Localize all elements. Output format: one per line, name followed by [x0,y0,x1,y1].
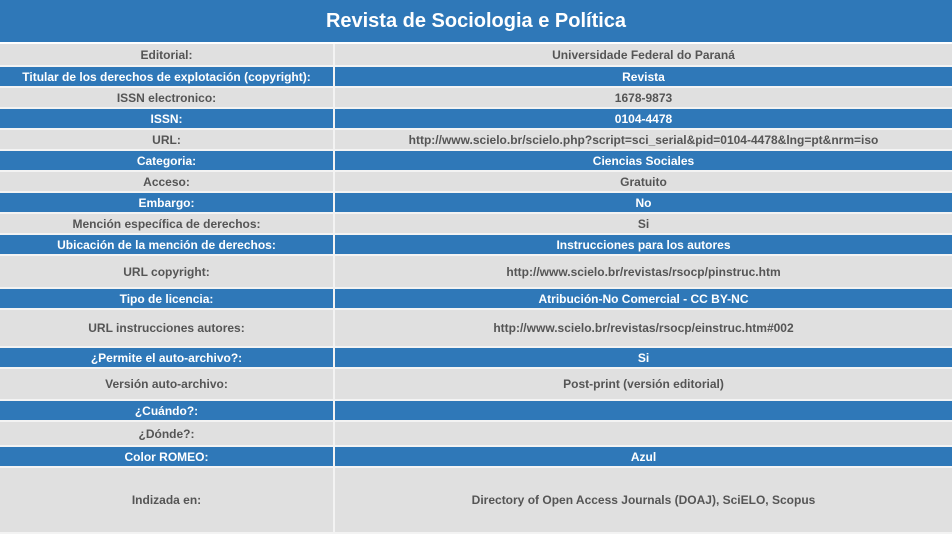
label-url: URL: [0,130,335,149]
page-title: Revista de Sociologia e Política [0,0,952,44]
value-issn-electronic: 1678-9873 [335,88,952,107]
row-self-archiving: ¿Permite el auto-archivo?: Si [0,348,952,369]
row-url: URL: http://www.scielo.br/scielo.php?scr… [0,130,952,151]
label-issn: ISSN: [0,109,335,128]
label-self-archiving: ¿Permite el auto-archivo?: [0,348,335,367]
row-license-type: Tipo de licencia: Atribución-No Comercia… [0,289,952,310]
row-copyright-holder: Titular de los derechos de explotación (… [0,67,952,88]
row-where: ¿Dónde?: [0,422,952,447]
label-when: ¿Cuándo?: [0,401,335,420]
label-rights-location: Ubicación de la mención de derechos: [0,235,335,254]
row-embargo: Embargo: No [0,193,952,214]
label-romeo-color: Color ROMEO: [0,447,335,466]
row-categoria: Categoria: Ciencias Sociales [0,151,952,172]
label-embargo: Embargo: [0,193,335,212]
value-rights-mention: Si [335,214,952,233]
row-editorial: Editorial: Universidade Federal do Paran… [0,44,952,67]
value-url-link[interactable]: http://www.scielo.br/scielo.php?script=s… [335,130,952,149]
label-editorial: Editorial: [0,44,335,65]
row-rights-location: Ubicación de la mención de derechos: Ins… [0,235,952,256]
value-when [335,401,952,420]
label-issn-electronic: ISSN electronico: [0,88,335,107]
value-romeo-color: Azul [335,447,952,466]
label-copyright-holder: Titular de los derechos de explotación (… [0,67,335,86]
value-embargo: No [335,193,952,212]
value-editorial: Universidade Federal do Paraná [335,44,952,65]
value-acceso: Gratuito [335,172,952,191]
label-where: ¿Dónde?: [0,422,335,445]
value-url-copyright-link[interactable]: http://www.scielo.br/revistas/rsocp/pins… [335,256,952,287]
row-rights-mention: Mención específica de derechos: Si [0,214,952,235]
row-indexed-in: Indizada en: Directory of Open Access Jo… [0,468,952,534]
label-rights-mention: Mención específica de derechos: [0,214,335,233]
row-romeo-color: Color ROMEO: Azul [0,447,952,468]
label-indexed-in: Indizada en: [0,468,335,532]
label-archiving-version: Versión auto-archivo: [0,369,335,399]
value-url-author-instructions-link[interactable]: http://www.scielo.br/revistas/rsocp/eins… [335,310,952,346]
row-url-copyright: URL copyright: http://www.scielo.br/revi… [0,256,952,289]
label-acceso: Acceso: [0,172,335,191]
value-license-type: Atribución-No Comercial - CC BY-NC [335,289,952,308]
label-url-copyright: URL copyright: [0,256,335,287]
value-indexed-in: Directory of Open Access Journals (DOAJ)… [335,468,952,532]
value-where [335,422,952,445]
row-url-author-instructions: URL instrucciones autores: http://www.sc… [0,310,952,348]
row-acceso: Acceso: Gratuito [0,172,952,193]
value-copyright-holder: Revista [335,67,952,86]
value-rights-location: Instrucciones para los autores [335,235,952,254]
row-issn: ISSN: 0104-4478 [0,109,952,130]
value-self-archiving: Si [335,348,952,367]
label-categoria: Categoria: [0,151,335,170]
value-categoria: Ciencias Sociales [335,151,952,170]
label-url-author-instructions: URL instrucciones autores: [0,310,335,346]
row-archiving-version: Versión auto-archivo: Post-print (versió… [0,369,952,401]
value-archiving-version: Post-print (versión editorial) [335,369,952,399]
row-when: ¿Cuándo?: [0,401,952,422]
label-license-type: Tipo de licencia: [0,289,335,308]
value-issn: 0104-4478 [335,109,952,128]
row-issn-electronic: ISSN electronico: 1678-9873 [0,88,952,109]
